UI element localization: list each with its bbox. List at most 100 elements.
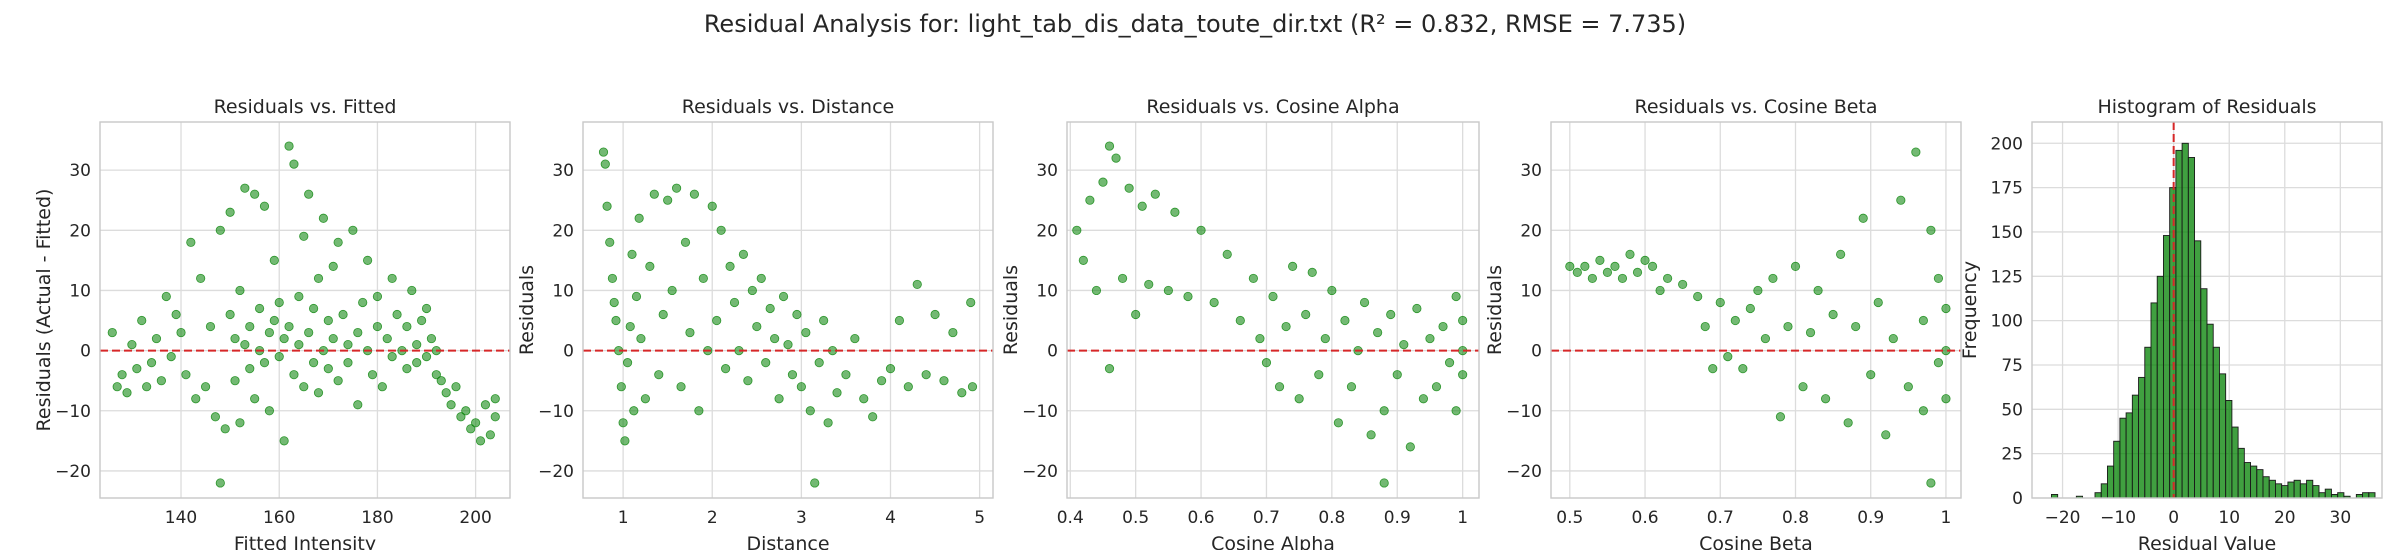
data-point (475, 436, 486, 446)
data-point (649, 189, 659, 199)
data-point (1163, 285, 1173, 296)
data-point (1926, 478, 1936, 488)
y-tick-label: 10 (1520, 281, 1542, 301)
histogram-bar (2299, 483, 2308, 499)
x-tick-label: 0.4 (1057, 508, 1084, 528)
data-point (602, 201, 612, 211)
data-point (441, 388, 451, 398)
data-point (127, 339, 137, 350)
y-tick-label: 0 (563, 342, 574, 362)
data-point (1625, 249, 1635, 259)
data-point (600, 159, 610, 169)
x-axis-label: Residual Value (2138, 533, 2276, 550)
data-point (774, 394, 784, 404)
data-point (304, 327, 314, 338)
data-point (1366, 430, 1376, 440)
data-point (1288, 261, 1298, 271)
data-point (611, 315, 621, 326)
histogram-bar (2162, 235, 2171, 499)
data-point (225, 309, 235, 320)
data-point (1572, 267, 1582, 277)
data-point (1379, 406, 1389, 416)
data-point (132, 364, 142, 374)
data-point (1941, 394, 1951, 404)
data-point (299, 231, 309, 241)
data-point (1843, 418, 1853, 428)
data-point (387, 273, 397, 284)
data-point (1632, 267, 1643, 277)
x-tick-label: 0.8 (1782, 508, 1809, 528)
data-point (1828, 309, 1838, 320)
data-point (876, 376, 887, 386)
data-point (1918, 406, 1928, 416)
data-point (1888, 333, 1898, 344)
data-point (868, 412, 878, 422)
panel-title: Residuals vs. Cosine Beta (1634, 96, 1877, 118)
histogram-bar (2113, 440, 2121, 499)
data-point (743, 376, 753, 386)
data-point (823, 418, 833, 428)
histogram-bar (2274, 483, 2283, 499)
x-tick-label: 0.7 (1707, 508, 1734, 528)
data-point (1647, 261, 1658, 271)
histogram-bar (2324, 488, 2332, 499)
histogram-bar (2368, 492, 2376, 499)
data-point (1655, 285, 1665, 296)
x-tick-label: 4 (885, 508, 896, 528)
data-point (912, 279, 922, 290)
data-point (1438, 321, 1448, 332)
y-tick-label: −10 (1506, 402, 1542, 422)
x-tick-label: 0.6 (1188, 508, 1215, 528)
histogram-bar (2187, 157, 2196, 499)
x-axis-label: Cosine Beta (1699, 533, 1813, 550)
data-point (716, 225, 726, 235)
data-point (353, 400, 363, 410)
data-point (1111, 153, 1121, 163)
data-point (1425, 333, 1435, 344)
y-axis-label: Residuals (516, 265, 538, 355)
data-point (1805, 327, 1816, 338)
panel-4: 0.5 0.6 0.7 0.8 0.9 1 −20 −10 0 10 20 30 Residuals v… (1484, 96, 1962, 550)
data-point (313, 273, 324, 284)
data-point (1444, 358, 1455, 368)
data-point (156, 376, 166, 386)
data-point (1911, 147, 1921, 157)
panel-title: Histogram of Residuals (2097, 96, 2316, 118)
data-point (1926, 225, 1936, 235)
histogram-bar (2150, 302, 2158, 499)
histogram-bar (2106, 465, 2115, 499)
data-point (1307, 267, 1317, 277)
data-point (620, 436, 630, 446)
y-tick-label: 75 (2001, 356, 2023, 376)
data-point (308, 358, 319, 368)
histogram-bar (2218, 373, 2227, 499)
data-point (725, 261, 735, 271)
data-point (1918, 315, 1928, 326)
data-point (752, 321, 762, 332)
data-point (151, 333, 162, 344)
data-point (607, 273, 618, 284)
data-point (640, 394, 650, 404)
data-point (676, 382, 686, 392)
x-tick-label: 1 (1457, 508, 1468, 528)
y-tick-label: 175 (1991, 179, 2023, 199)
histogram-bar (2306, 479, 2314, 499)
axes-frame (1550, 121, 1962, 499)
histogram-bar (2156, 275, 2164, 499)
histogram-bar (2250, 465, 2258, 499)
data-point (1715, 297, 1725, 308)
data-point (259, 358, 270, 368)
data-point (146, 358, 157, 368)
data-point (1587, 273, 1597, 284)
data-point (1760, 333, 1771, 344)
x-tick-label: 0.7 (1253, 508, 1280, 528)
data-point (1580, 261, 1590, 271)
y-tick-label: 20 (552, 221, 574, 241)
data-point (634, 213, 644, 223)
data-point (629, 406, 639, 416)
axes-frame (2031, 121, 2383, 499)
x-axis-label: Fitted Intensity (234, 533, 376, 550)
data-point (778, 291, 789, 302)
data-point (137, 315, 147, 326)
data-point (1144, 279, 1154, 290)
